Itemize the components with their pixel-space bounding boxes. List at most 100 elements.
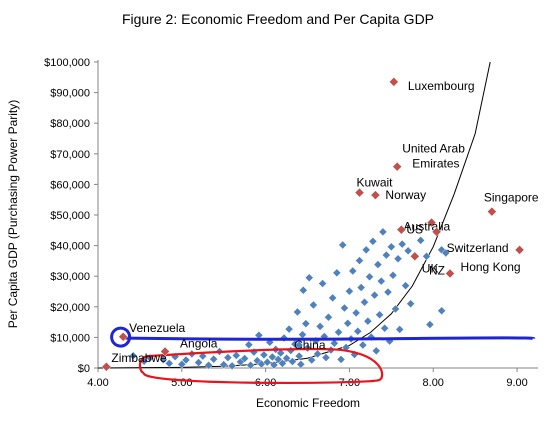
data-point bbox=[373, 260, 383, 269]
data-point bbox=[425, 320, 435, 329]
data-point bbox=[307, 355, 317, 365]
data-point bbox=[288, 357, 297, 366]
data-point bbox=[194, 358, 203, 367]
data-point bbox=[348, 266, 358, 276]
data-point bbox=[388, 270, 398, 280]
data-point bbox=[309, 300, 318, 310]
highlight-point bbox=[388, 77, 399, 87]
y-tick-label: $0 bbox=[78, 363, 90, 375]
point-label: Singapore bbox=[484, 191, 539, 205]
data-point bbox=[159, 355, 168, 365]
data-point bbox=[278, 359, 287, 368]
data-point bbox=[128, 351, 138, 361]
data-point bbox=[284, 324, 294, 334]
y-tick-label: $50,000 bbox=[50, 210, 90, 222]
data-point bbox=[269, 360, 279, 370]
data-point bbox=[301, 319, 311, 328]
data-point bbox=[422, 251, 431, 261]
data-point bbox=[340, 303, 349, 313]
data-point bbox=[371, 346, 381, 356]
data-point bbox=[360, 297, 369, 307]
data-point bbox=[324, 312, 333, 322]
data-point bbox=[244, 340, 254, 350]
point-label: Switzerland bbox=[447, 241, 509, 255]
data-point bbox=[227, 361, 237, 371]
data-point bbox=[406, 299, 415, 309]
data-point bbox=[298, 285, 308, 295]
point-label: Venezuela bbox=[129, 321, 185, 335]
data-point bbox=[296, 359, 306, 369]
data-point bbox=[437, 306, 446, 316]
highlight-point bbox=[426, 217, 437, 228]
data-point bbox=[204, 360, 213, 370]
highlight-point bbox=[487, 206, 497, 217]
data-point bbox=[318, 279, 327, 288]
data-point bbox=[363, 316, 373, 326]
highlight-point bbox=[396, 224, 407, 235]
y-tick-label: $90,000 bbox=[50, 88, 90, 100]
point-label: China bbox=[294, 338, 326, 352]
data-point bbox=[378, 227, 388, 237]
data-point bbox=[336, 355, 346, 364]
blue-annotation-line bbox=[123, 336, 536, 341]
x-tick-label: 9.00 bbox=[506, 377, 527, 389]
point-label: Angola bbox=[180, 336, 218, 350]
plot-area: $0 $10,000 $20,000 $30,000 $40,000 $50,000 $60… bbox=[44, 57, 539, 389]
data-point bbox=[370, 290, 379, 300]
point-label: Kuwait bbox=[356, 176, 393, 190]
y-tick-label: $60,000 bbox=[50, 179, 90, 191]
highlight-point bbox=[160, 346, 170, 357]
highlight-point bbox=[409, 251, 420, 262]
data-point bbox=[380, 323, 389, 333]
data-point bbox=[358, 340, 368, 350]
data-point bbox=[365, 272, 374, 282]
point-label: United Arab bbox=[402, 142, 465, 156]
data-point bbox=[391, 304, 400, 314]
data-point bbox=[353, 326, 363, 336]
highlight-point bbox=[370, 190, 381, 200]
data-point bbox=[343, 318, 353, 328]
data-point bbox=[304, 273, 314, 283]
data-point bbox=[441, 248, 451, 258]
point-label: US bbox=[406, 223, 423, 237]
red-annotation-loop bbox=[138, 347, 384, 385]
data-point bbox=[262, 357, 272, 367]
highlight-point bbox=[101, 361, 112, 372]
highlight-point bbox=[514, 245, 525, 255]
data-point bbox=[345, 286, 354, 296]
data-point bbox=[381, 250, 391, 260]
y-axis-label: Per Capita GDP (Purchasing Power Parity) bbox=[6, 100, 20, 329]
point-label: Zimbabwe bbox=[111, 351, 167, 365]
data-point bbox=[334, 327, 343, 337]
data-point bbox=[209, 354, 219, 364]
highlight-point bbox=[431, 226, 442, 237]
data-point bbox=[276, 348, 286, 358]
data-point bbox=[356, 283, 366, 292]
y-tick-label: $30,000 bbox=[50, 271, 90, 283]
data-point bbox=[259, 350, 269, 360]
data-point bbox=[403, 246, 413, 256]
x-axis-label: Economic Freedom bbox=[256, 396, 360, 410]
data-point bbox=[321, 353, 331, 362]
data-point bbox=[375, 310, 384, 320]
data-point bbox=[386, 242, 396, 252]
data-point bbox=[395, 325, 405, 334]
highlight-point bbox=[294, 340, 304, 350]
data-point bbox=[181, 355, 191, 365]
point-label: UK bbox=[422, 261, 439, 275]
data-point bbox=[198, 351, 208, 361]
y-tick-label: $20,000 bbox=[50, 302, 90, 314]
data-point bbox=[328, 293, 338, 303]
data-point bbox=[282, 353, 291, 363]
data-point bbox=[368, 236, 378, 246]
data-point bbox=[315, 322, 325, 331]
highlight-point bbox=[445, 268, 455, 279]
highlight-point bbox=[354, 187, 365, 198]
data-point bbox=[313, 349, 322, 359]
point-label: NZ bbox=[429, 263, 445, 277]
data-point bbox=[329, 338, 339, 348]
data-point bbox=[231, 351, 241, 360]
highlight-point bbox=[118, 331, 128, 342]
point-label: Hong Kong bbox=[461, 260, 521, 274]
